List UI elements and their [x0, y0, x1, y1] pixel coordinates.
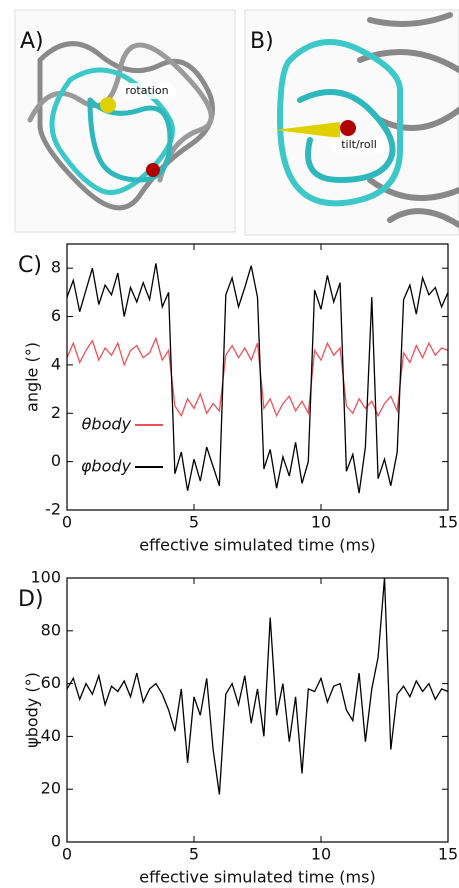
panel-label: C)	[18, 253, 42, 278]
y-tick-label: 6	[51, 306, 61, 325]
arrow	[275, 122, 340, 138]
y-tick-label: 4	[51, 354, 61, 373]
legend-label: φbody	[81, 457, 132, 476]
y-tick-label: 60	[41, 673, 61, 692]
panel-b: B) tilt/roll	[244, 9, 459, 236]
y-tick-label: 0	[51, 451, 61, 470]
y-tick-label: 100	[30, 568, 61, 587]
x-tick-label: 10	[311, 513, 331, 532]
panel-label: B)	[250, 29, 274, 54]
annotation-bg	[118, 83, 176, 99]
x-tick-label: 5	[189, 845, 199, 864]
panel-label: D)	[18, 587, 44, 612]
x-tick-label: 5	[189, 513, 199, 532]
x-tick-label: 10	[311, 845, 331, 864]
y-tick-label: 40	[41, 726, 61, 745]
panel-label: A)	[20, 29, 44, 54]
marker	[100, 97, 116, 113]
x-tick-label: 0	[62, 845, 72, 864]
series-line	[66, 263, 449, 494]
molecule	[276, 12, 459, 228]
y-tick-label: 20	[41, 779, 61, 798]
x-tick-label: 15	[438, 845, 458, 864]
series-line	[66, 336, 449, 418]
y-tick-label: 8	[51, 258, 61, 277]
y-tick-label: 2	[51, 403, 61, 422]
x-axis-label: effective simulated time (ms)	[139, 536, 375, 555]
image-frame	[14, 9, 236, 233]
x-tick-label: 15	[438, 513, 458, 532]
y-tick-label: 0	[51, 832, 61, 851]
y-axis-label: angle (°)	[23, 342, 42, 412]
plot-frame	[66, 243, 449, 511]
annotation-bg	[330, 137, 388, 153]
legend-label: θbody	[82, 415, 132, 434]
x-tick-label: 0	[62, 513, 72, 532]
panel-a: A) rotation	[14, 9, 236, 233]
y-axis-label: ψbody (°)	[23, 672, 42, 748]
marker	[340, 120, 356, 136]
y-tick-label: -2	[45, 500, 61, 519]
series-line	[66, 577, 449, 795]
annotation: rotation	[125, 84, 168, 97]
annotation: tilt/roll	[341, 138, 377, 151]
plot-frame	[66, 577, 449, 843]
x-axis-label: effective simulated time (ms)	[139, 868, 375, 887]
y-tick-label: 80	[41, 620, 61, 639]
marker	[146, 163, 160, 177]
